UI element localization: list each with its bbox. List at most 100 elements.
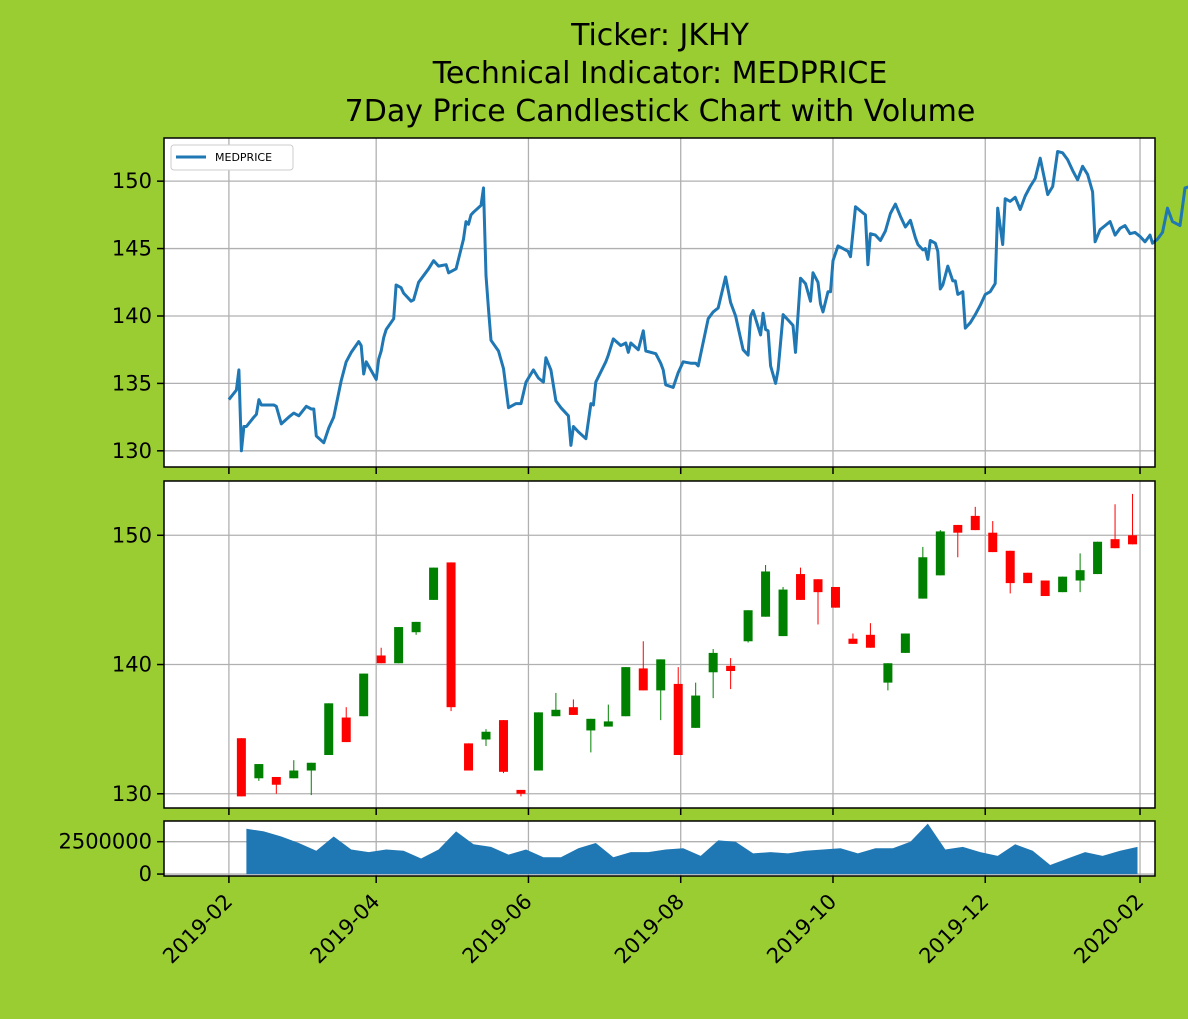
candle [988,521,998,553]
candle-body [533,712,543,771]
candle-body [1128,535,1138,545]
candlestick-y-ticks: 130 140 150 [112,523,164,806]
candle [708,649,718,699]
indicator-panel-bg [164,138,1155,467]
candle [429,567,439,600]
candle-body [289,770,299,779]
chart-title-line-3: 7Day Price Candlestick Chart with Volume [345,94,976,129]
candle [1040,580,1050,597]
candle-body [726,665,736,671]
indicator-panel: 130 135 140 145 150 MEDPRICE [112,137,1188,468]
legend: MEDPRICE [170,144,294,171]
candle [568,699,578,715]
volume-y-tick-label: 0 [139,862,152,886]
candle [446,562,456,712]
candle-body [481,731,491,740]
x-tick-label: 2019-10 [762,889,841,968]
candle [411,621,421,635]
candlestick-y-tick-label: 150 [112,523,152,547]
candle [970,506,980,531]
candle [289,760,299,779]
candlesticks [236,493,1138,797]
candle [813,579,823,625]
candle-body [586,718,596,731]
candle [1110,504,1120,549]
candle-body [935,531,945,576]
candle [900,633,910,653]
candle [1075,553,1085,593]
candle-body [1075,570,1085,581]
candle-body [778,589,788,637]
candle-body [446,562,456,708]
candle-body [673,683,683,756]
candlestick-y-tick-label: 140 [112,653,152,677]
candlestick-y-tick-label: 130 [112,782,152,806]
x-tick-label: 2019-08 [610,889,689,968]
candle-body [638,668,648,691]
candle-body [830,586,840,608]
candle-body [970,515,980,531]
candle [254,764,264,781]
candle [464,743,474,771]
candle-body [865,634,875,648]
candle [551,692,561,717]
candle-body [394,627,404,664]
candle-body [1093,541,1103,575]
indicator-y-tick-label: 145 [112,237,152,261]
candle-body [918,557,928,599]
candle [830,586,840,608]
candle [883,663,893,691]
candle-body [429,567,439,600]
candlestick-panel-bg [164,481,1155,808]
candle-body [621,667,631,717]
candle-body [568,707,578,715]
candle [953,524,963,558]
volume-panel: 0 2500000 [58,820,1156,886]
candle [498,720,508,774]
volume-area [246,823,1138,875]
candle [533,712,543,771]
candle [778,586,788,637]
candle [918,546,928,599]
candle-body [900,633,910,653]
candle [726,658,736,690]
candle-body [848,638,858,644]
candle-body [883,663,893,683]
indicator-grid [164,138,1155,467]
candle [516,789,526,797]
candle [935,530,945,576]
candle [796,567,806,600]
candle-body [254,764,264,779]
indicator-panel-frame [163,137,1156,468]
candle [848,633,858,644]
medprice-line [227,150,1188,453]
candle [638,641,648,691]
candle [1005,550,1015,594]
candle [306,762,316,796]
candle-body [324,703,334,756]
candle-body [796,574,806,600]
legend-box [170,144,294,171]
candle-body [306,762,316,771]
candle-body [498,720,508,772]
candlestick-panel: 130 140 150 [112,480,1156,809]
volume-panel-frame [163,820,1156,877]
chart-title: Ticker: JKHY Technical Indicator: MEDPRI… [345,18,976,129]
candle [691,682,701,728]
candle-body [708,652,718,673]
candle [656,659,666,721]
candle-body [743,610,753,642]
chart-title-line-1: Ticker: JKHY [570,18,750,53]
candle [586,718,596,753]
x-tick-label: 2019-06 [458,889,537,968]
candlestick-panel-frame [163,480,1156,809]
candle [865,623,875,648]
candle [359,673,369,717]
candle-body [603,721,613,727]
x-tick-label: 2019-12 [915,889,994,968]
candle-body [1040,580,1050,597]
candle-body [988,532,998,553]
candle [673,667,683,756]
candle-body [953,524,963,533]
indicator-y-ticks: 130 135 140 145 150 [112,169,164,463]
